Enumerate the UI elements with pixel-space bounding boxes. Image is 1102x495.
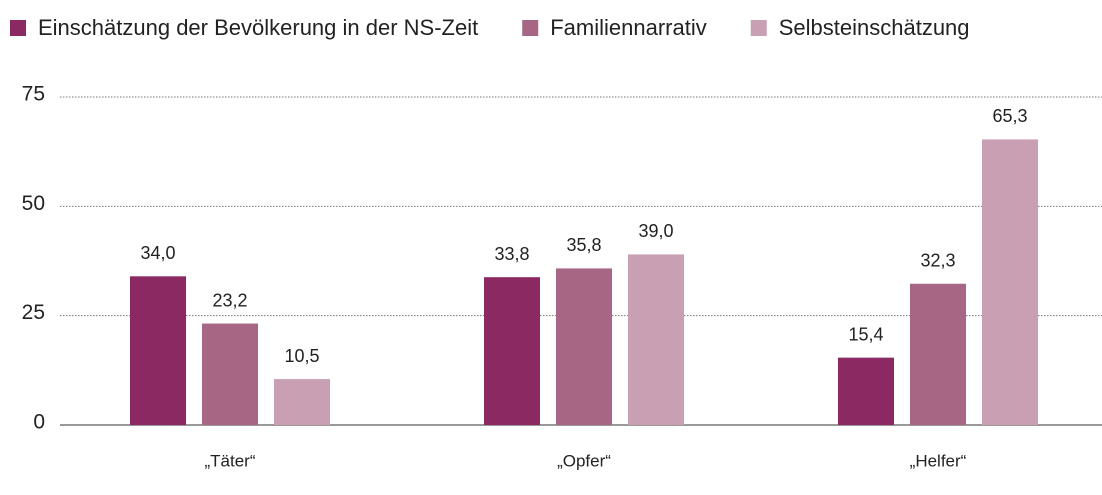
value-label: 34,0 (140, 243, 175, 263)
y-tick-label: 25 (22, 301, 45, 324)
legend-label: Familiennarrativ (550, 15, 707, 40)
bar (982, 139, 1038, 425)
bar (910, 283, 966, 425)
legend-swatch (522, 20, 539, 36)
y-tick-label: 75 (22, 83, 45, 106)
bar (274, 379, 330, 425)
bar (130, 276, 186, 425)
bar (838, 357, 894, 425)
legend-label: Selbsteinschätzung (779, 15, 970, 40)
x-tick-label: „Täter“ (205, 451, 256, 470)
value-label: 10,5 (284, 346, 319, 366)
value-label: 39,0 (638, 221, 673, 241)
value-label: 32,3 (920, 250, 955, 270)
bar (556, 268, 612, 425)
legend-label: Einschätzung der Bevölkerung in der NS-Z… (38, 15, 478, 40)
bar (628, 254, 684, 425)
bar (484, 277, 540, 425)
legend-swatch (750, 20, 767, 36)
value-label: 15,4 (848, 324, 883, 344)
bar (202, 323, 258, 425)
x-tick-label: „Opfer“ (557, 451, 611, 470)
value-label: 23,2 (212, 290, 247, 310)
y-tick-label: 50 (22, 192, 45, 215)
legend-swatch (10, 20, 26, 36)
y-tick-label: 0 (33, 411, 45, 434)
value-label: 33,8 (494, 244, 529, 264)
x-tick-label: „Helfer“ (910, 451, 967, 470)
value-label: 65,3 (992, 106, 1027, 126)
value-label: 35,8 (566, 235, 601, 255)
